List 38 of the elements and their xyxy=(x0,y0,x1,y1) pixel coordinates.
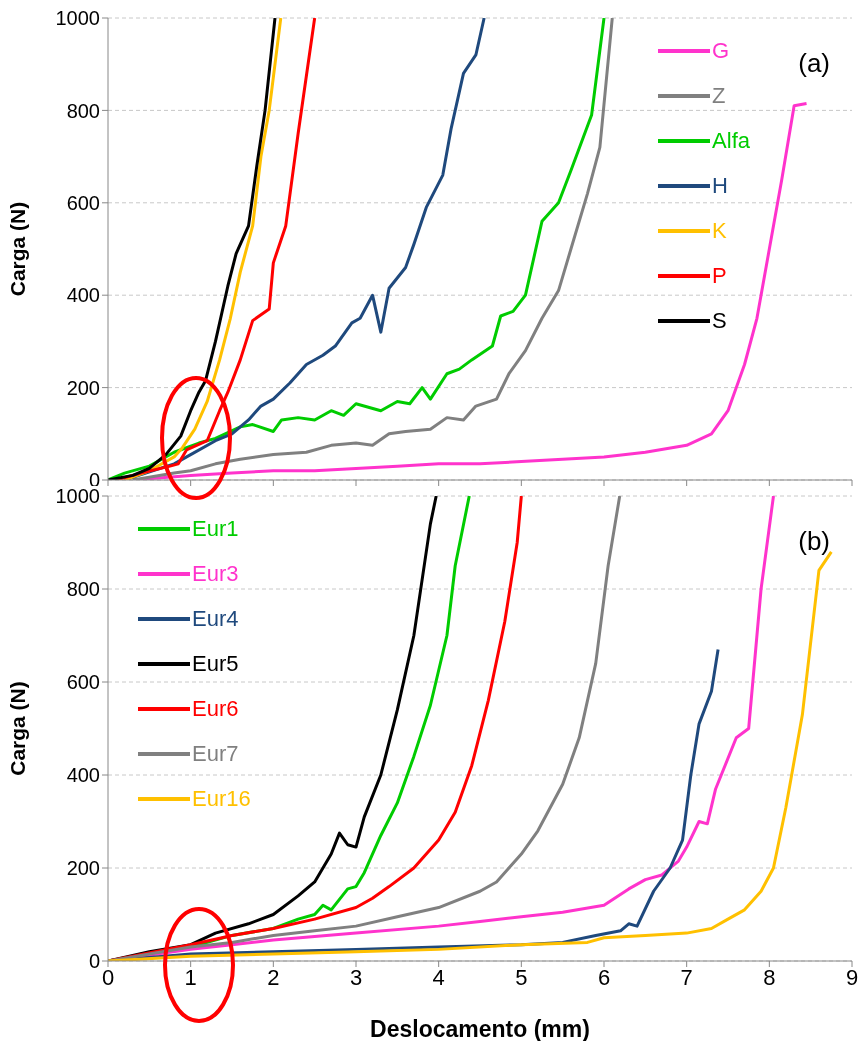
annotation: (a) xyxy=(798,48,830,79)
y-tick-label: 200 xyxy=(66,857,100,880)
y-tick-label: 800 xyxy=(66,578,100,601)
legend-label: Eur6 xyxy=(192,695,239,722)
x-axis-title: Deslocamento (mm) xyxy=(370,1016,590,1042)
x-tick-label: 3 xyxy=(349,964,363,990)
legend-label: Eur16 xyxy=(192,785,251,812)
x-tick-label: 5 xyxy=(515,964,528,990)
x-tick-label: 6 xyxy=(597,964,611,990)
y-tick-label: 400 xyxy=(66,764,100,787)
legend-label: Z xyxy=(712,82,726,109)
x-tick-label: 1 xyxy=(184,964,197,990)
x-tick-label: 8 xyxy=(763,964,776,990)
legend-label: K xyxy=(712,217,727,244)
y-tick-label: 1000 xyxy=(55,7,100,30)
x-tick-label: 2 xyxy=(267,964,280,990)
legend-label: H xyxy=(712,172,728,199)
y-tick-label: 600 xyxy=(66,191,100,214)
y-tick-label: 200 xyxy=(66,376,100,399)
legend-label: Eur1 xyxy=(192,515,239,542)
legend-label: Eur3 xyxy=(192,560,239,587)
x-tick-label: 7 xyxy=(680,964,693,990)
y-tick-label: 600 xyxy=(66,671,100,694)
y-axis-title: Carga (N) xyxy=(6,201,30,297)
legend-label: Eur4 xyxy=(192,605,239,632)
legend-label: G xyxy=(712,37,730,64)
annotation: (b) xyxy=(798,526,830,557)
legend-label: P xyxy=(712,262,727,289)
x-tick-label: 4 xyxy=(432,964,445,990)
y-tick-label: 0 xyxy=(88,950,100,973)
legend-label: Eur7 xyxy=(192,740,239,767)
y-tick-label: 800 xyxy=(66,99,100,122)
y-tick-label: 400 xyxy=(66,284,100,307)
x-tick-label: 9 xyxy=(845,964,859,990)
legend-label: S xyxy=(712,307,727,334)
legend-label: Eur5 xyxy=(192,650,239,677)
legend-label: Alfa xyxy=(712,127,750,154)
y-axis-title: Carga (N) xyxy=(6,681,30,776)
